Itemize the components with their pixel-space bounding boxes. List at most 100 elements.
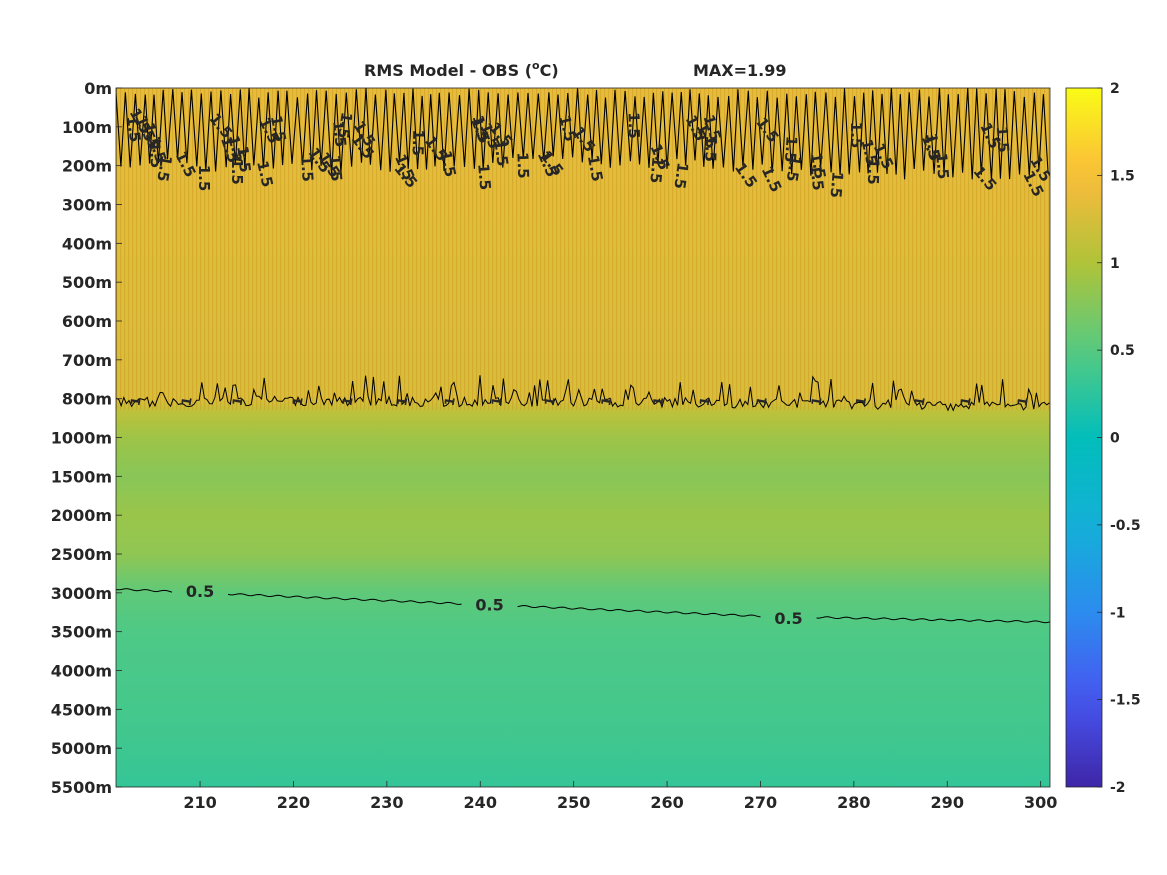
contour-label: 1.5 [783,154,805,183]
y-tick-label: 1500m [51,467,112,486]
y-tick-label: 2500m [51,545,112,564]
contour-label: 1.5 [625,112,643,139]
y-tick-label: 5500m [51,778,112,797]
contour-label: 0.5 [186,582,214,601]
contour-label: 1.5 [701,135,720,162]
contour-label: 1.5 [409,129,427,156]
contour-label: 0.5 [475,596,503,615]
contour-line [116,375,1050,412]
contour-label: 1 [912,396,928,408]
chart-title-superscript: o [532,59,540,72]
x-tick-label: 250 [557,793,590,812]
contour-label: 1.5 [329,120,350,148]
contour-label: 1 [698,396,714,408]
x-tick-label: 210 [183,793,216,812]
contour-label: 1 [854,396,870,408]
y-tick-label: 300m [62,196,112,215]
contour-label: 1.5 [267,114,290,144]
colorbar-tick-label: 1.5 [1110,168,1135,184]
contour-label: 1.5 [474,163,494,191]
x-axis-ticks: 210 220 230 240 250 260 270 280 290 300 [183,781,1057,812]
y-tick-label: 400m [62,234,112,253]
contour-label: 0.5 [774,609,802,628]
contour-label: 1 [651,396,667,408]
chart-title-unit: C) [540,61,559,80]
x-tick-label: 290 [931,793,964,812]
contour-label: 1.5 [847,122,865,149]
contour-line [227,593,462,605]
contour-label: 1.5 [325,154,345,182]
contour-label: 1.5 [781,135,801,163]
contour-label: 1.5 [145,141,165,169]
contour-label: 1 [489,396,505,408]
y-tick-label: 4500m [51,700,112,719]
contour-label: 1 [958,396,974,408]
contour-line [517,604,761,618]
chart-title: RMS Model - OBS (oC) [364,59,559,80]
contour-label: 1 [395,396,411,408]
contour-label: 1.5 [864,158,883,185]
contour-label: 1.5 [490,139,512,168]
contour-label: 1.5 [140,121,163,151]
contour-label: 1 [179,396,195,408]
plot-area: 1.51.51.5 1.51.51.51.51.51.51.51.51.51.51… [116,88,1050,787]
contour-line [116,88,1049,180]
contour-label: 1.5 [469,113,493,143]
y-tick-label: 4000m [51,662,112,681]
contour-label: 1.5 [123,115,145,144]
colorbar-ticks: 2 1.5 1 0.5 0 -0.5 -1 -1.5 -2 [1097,81,1141,796]
contour-label: 1.5 [297,155,317,183]
contour-label: 1.5 [228,158,246,185]
colorbar-tick-label: 1 [1110,256,1120,272]
x-tick-label: 260 [650,793,683,812]
contour-label: 1.5 [670,161,692,190]
y-tick-label: 200m [62,157,112,176]
colorbar-tick-label: -2 [1110,780,1126,796]
contour-label: 1.5 [826,171,846,199]
contour-line [816,616,1050,624]
x-tick-label: 240 [464,793,497,812]
contour-label: 1 [128,396,144,408]
y-tick-label: 0m [84,79,112,98]
y-tick-label: 5000m [51,739,112,758]
contour-label: 1 [230,396,246,408]
y-tick-label: 800m [62,390,112,409]
contour-label: 1.5 [932,152,952,180]
contour-label: 1.5 [807,151,829,180]
contour-layer: 1.51.51.5 1.51.51.51.51.51.51.51.51.51.51… [116,88,1050,628]
x-tick-label: 280 [837,793,870,812]
contour-label: 1.5 [513,152,532,179]
colorbar-tick-label: -1 [1110,605,1126,621]
y-tick-label: 2000m [51,506,112,525]
colorbar [1065,87,1103,788]
contour-label: 1 [754,396,770,408]
contour-label: 1.5 [253,159,277,189]
colorbar-tick-label: -0.5 [1110,518,1141,534]
colorbar-tick-label: -1.5 [1110,693,1141,709]
contour-label: 1.5 [922,132,943,161]
y-tick-label: 700m [62,351,112,370]
contour-label: 1 [599,396,615,408]
contour-label: 1.5 [153,154,175,183]
x-tick-label: 220 [277,793,310,812]
x-tick-label: 270 [744,793,777,812]
x-tick-label: 300 [1024,793,1057,812]
contour-label: 1.5 [195,165,213,192]
contour-label: 1 [809,396,825,408]
contour-label: 1 [543,396,559,408]
y-tick-label: 600m [62,312,112,331]
contour-label: 1.5 [858,137,882,167]
colorbar-tick-label: 2 [1110,81,1120,97]
contour-label: 1 [290,396,306,408]
colorbar-tick-label: 0 [1110,431,1120,447]
y-tick-label: 1000m [51,429,112,448]
max-value-label: MAX=1.99 [693,61,787,80]
contour-label: 1 [443,396,459,408]
y-tick-label: 100m [62,118,112,137]
contour-label: 1.5 [806,163,827,192]
y-axis-ticks: 0m 100m 200m 300m 400m 500m 600m 700m 800m 1000m 1… [51,79,122,797]
colorbar-tick-label: 0.5 [1110,343,1135,359]
contour-label: 1.5 [233,145,254,174]
x-tick-label: 230 [370,793,403,812]
